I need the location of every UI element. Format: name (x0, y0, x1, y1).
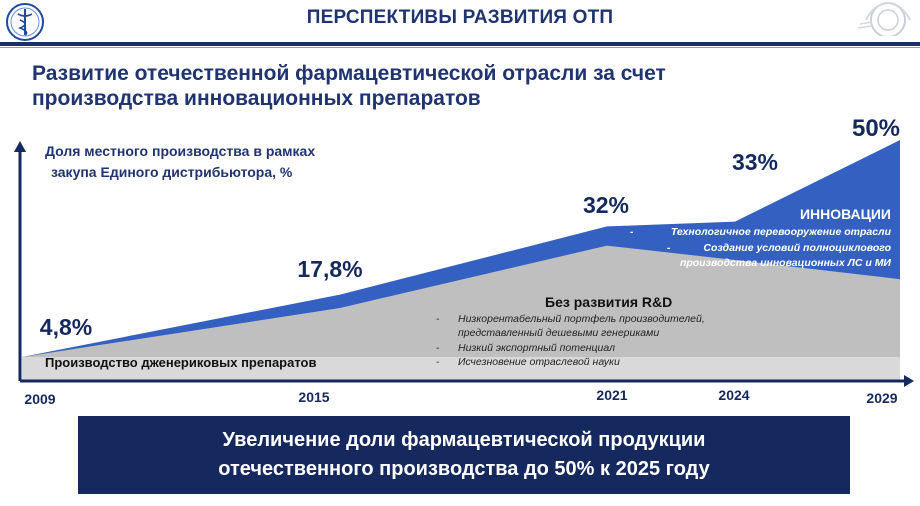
x-tick-label-2015: 2015 (298, 389, 329, 405)
slide-subtitle: Развитие отечественной фармацевтической … (32, 61, 792, 111)
subtitle-line-1: Развитие отечественной фармацевтической … (32, 62, 666, 85)
no-rd-item-1: Низкорентабельный портфель производителе… (458, 313, 705, 325)
innovation-item-2: Создание условий полноциклового (703, 242, 891, 254)
y-axis-label-line-2: закупа Единого дистрибьютора, % (51, 164, 293, 180)
no-rd-item-4: Исчезновение отраслевой науки (458, 356, 620, 368)
no-rd-bullet-dash: - (436, 343, 440, 354)
innovation-title: ИННОВАЦИИ (800, 206, 891, 222)
conclusion-line-1: Увеличение доли фармацевтической продукц… (222, 429, 706, 451)
series-no-rd-area (22, 245, 900, 380)
innovation-bullet-dash: - (630, 227, 634, 238)
innovation-item-3: производства инновационных ЛС и МИ (680, 257, 891, 269)
no-rd-item-2: представленный дешевыми генериками (458, 327, 659, 339)
data-label-2029: 50% (852, 115, 900, 142)
series-generics-area (22, 357, 900, 380)
innovation-item-1: Технологичное перевооружение отрасли (671, 226, 892, 238)
x-tick-label-2009: 2009 (24, 391, 55, 407)
x-tick-label-2024: 2024 (718, 387, 749, 403)
x-tick-label-2029: 2029 (866, 390, 897, 406)
y-axis-arrow-icon (14, 141, 26, 152)
data-label-2024: 33% (732, 149, 778, 175)
header-divider (0, 42, 920, 46)
conclusion-line-2: отечественного производства до 50% к 202… (218, 458, 710, 480)
local-production-share-chart: Доля местного производства в рамках закуп… (14, 115, 914, 407)
state-emblem-icon (857, 1, 911, 36)
header-divider-thin (0, 47, 920, 48)
subtitle-line-2: производства инновационных препаратов (32, 87, 481, 110)
no-rd-bullet-dash: - (436, 314, 440, 325)
slide-title: ПЕРСПЕКТИВЫ РАЗВИТИЯ ОТП (306, 7, 614, 28)
y-axis-label-line-1: Доля местного производства в рамках (45, 143, 315, 159)
data-label-2009: 4,8% (40, 314, 92, 340)
pharmacy-caduceus-logo-icon (6, 3, 44, 41)
no-rd-bullet-dash: - (436, 357, 440, 368)
innovation-bullet-dash: - (667, 243, 671, 254)
data-label-2015: 17,8% (297, 256, 362, 282)
x-tick-label-2021: 2021 (596, 387, 627, 403)
no-rd-item-3: Низкий экспортный потенциал (458, 342, 615, 354)
generics-label: Производство дженериковых препаратов (45, 355, 316, 370)
data-label-2021: 32% (583, 192, 629, 218)
conclusion-banner: Увеличение доли фармацевтической продукц… (78, 416, 850, 494)
no-rd-title: Без развития R&D (545, 294, 672, 310)
x-axis-arrow-icon (904, 375, 914, 387)
slide-header: ПЕРСПЕКТИВЫ РАЗВИТИЯ ОТП (0, 0, 920, 48)
